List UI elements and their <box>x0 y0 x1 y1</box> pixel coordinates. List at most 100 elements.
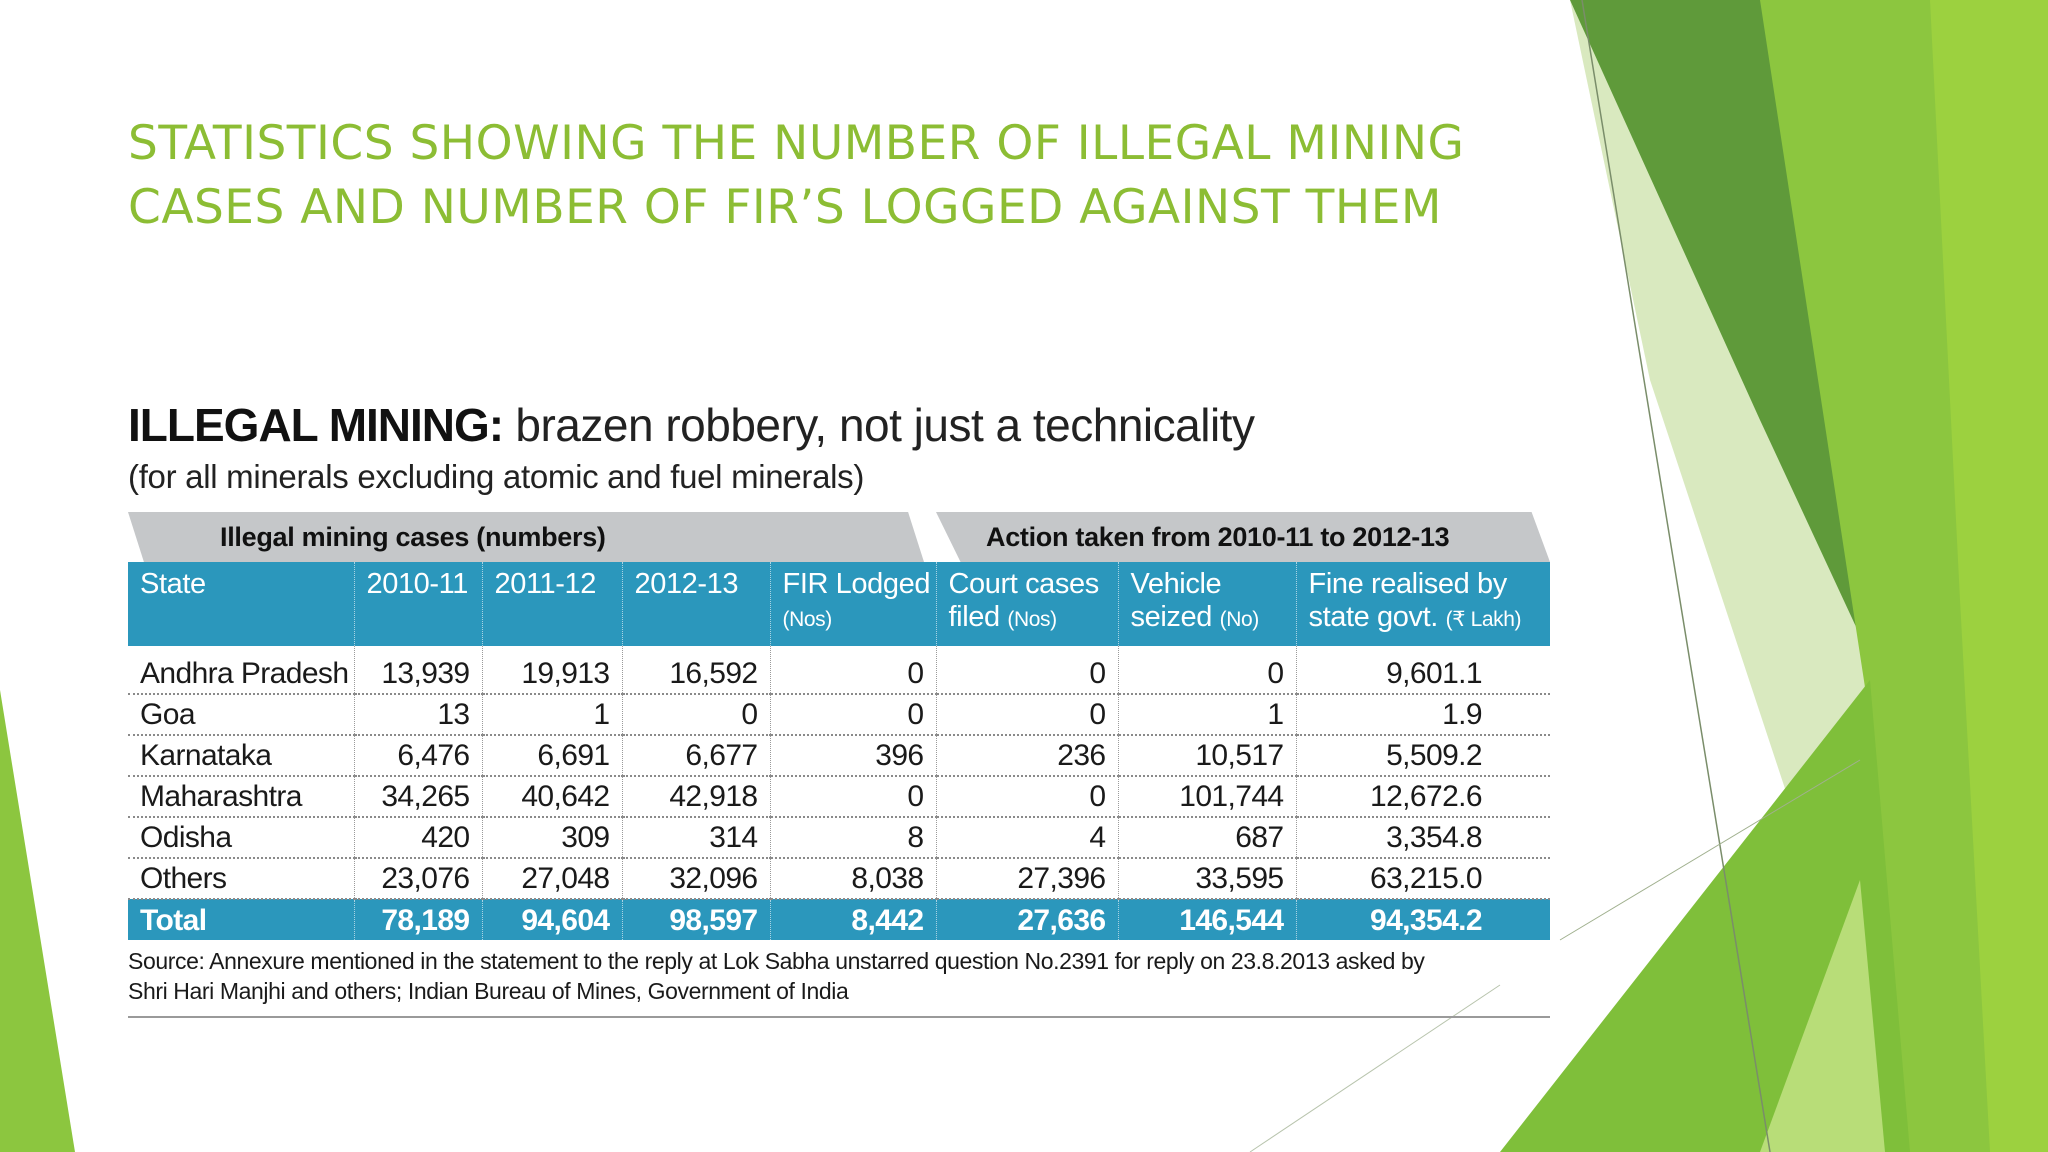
value-cell: 5,509.2 <box>1296 735 1550 777</box>
column-header: 2012-13 <box>622 562 771 646</box>
value-cell: 3,354.8 <box>1296 817 1550 859</box>
bottom-rule <box>128 1016 1550 1018</box>
column-header-label: State <box>140 568 206 600</box>
column-header: 2011-12 <box>482 562 623 646</box>
table-row: Odisha 420 309 314 8 4 687 3,354.8 <box>128 817 1550 859</box>
total-value-cell: 27,636 <box>936 899 1119 940</box>
column-header-label: Vehicle <box>1130 568 1222 600</box>
table-total-row: Total 78,189 94,604 98,597 8,442 27,636 146,54… <box>128 899 1550 940</box>
figure-headline-rest: brazen robbery, not just a technicality <box>503 399 1255 451</box>
column-header-label: Court cases <box>948 568 1100 600</box>
column-header-label: FIR Lodged <box>782 568 931 600</box>
value-cell: 6,476 <box>354 735 483 777</box>
value-cell: 27,396 <box>936 858 1119 900</box>
total-value-cell: 94,604 <box>482 899 623 940</box>
column-header-label: Fine realised by <box>1308 568 1508 600</box>
source-line-1: Source: Annexure mentioned in the statem… <box>128 948 1425 974</box>
value-cell: 309 <box>482 817 623 859</box>
value-cell: 6,691 <box>482 735 623 777</box>
column-header-unit: (₹ Lakh) <box>1445 608 1522 631</box>
total-label-cell: Total <box>128 899 355 940</box>
deco-left-green-shard <box>0 690 75 1152</box>
deco-bottom-light-shard <box>1760 880 1885 1152</box>
value-cell: 63,215.0 <box>1296 858 1550 900</box>
figure-headline-bold: ILLEGAL MINING: <box>128 399 504 451</box>
total-value-cell: 98,597 <box>622 899 771 940</box>
value-cell: 34,265 <box>354 776 483 818</box>
total-value-cell: 8,442 <box>770 899 937 940</box>
value-cell: 32,096 <box>622 858 771 900</box>
value-cell: 1.9 <box>1296 694 1550 736</box>
value-cell: 42,918 <box>622 776 771 818</box>
infographic-figure: ILLEGAL MINING: brazen robbery, not just… <box>128 392 1550 1018</box>
value-cell: 23,076 <box>354 858 483 900</box>
value-cell: 0 <box>622 694 771 736</box>
column-header-unit: (Nos) <box>1007 608 1057 631</box>
table-body: Andhra Pradesh 13,939 19,913 16,592 0 0 0 9,601… <box>128 646 1550 940</box>
banner-action-taken: Action taken from 2010-11 to 2012-13 <box>936 512 1550 562</box>
column-header-unit: (No) <box>1219 608 1260 631</box>
column-header: Vehicle seized (No) <box>1118 562 1297 646</box>
value-cell: 0 <box>936 776 1119 818</box>
state-cell: Karnataka <box>128 735 355 777</box>
column-header: 2010-11 <box>354 562 483 646</box>
column-header-label-line-2: seized <box>1130 601 1213 633</box>
column-header: Court cases filed (Nos) <box>936 562 1119 646</box>
source-line-2: Shri Hari Manjhi and others; Indian Bure… <box>128 978 849 1004</box>
total-value-cell: 146,544 <box>1118 899 1297 940</box>
deco-right-bright-shard <box>1930 0 2048 1152</box>
table-header-row: State 2010-11 2011-12 2012-13 FIR Lodged (Nos… <box>128 562 1550 646</box>
value-cell: 13,939 <box>354 646 483 695</box>
column-header-label: 2010-11 <box>366 568 469 600</box>
value-cell: 687 <box>1118 817 1297 859</box>
column-header-label-line-2: filed <box>948 601 1001 633</box>
mining-stats-table: State 2010-11 2011-12 2012-13 FIR Lodged (Nos… <box>128 562 1550 940</box>
column-header-label: 2011-12 <box>494 568 597 600</box>
value-cell: 1 <box>1118 694 1297 736</box>
state-cell: Maharashtra <box>128 776 355 818</box>
table-row: Others 23,076 27,048 32,096 8,038 27,396 33,59… <box>128 858 1550 900</box>
source-note: Source: Annexure mentioned in the statem… <box>128 946 1550 1006</box>
table-row: Karnataka 6,476 6,691 6,677 396 236 10,517 5,50… <box>128 735 1550 777</box>
total-value-cell: 78,189 <box>354 899 483 940</box>
value-cell: 12,672.6 <box>1296 776 1550 818</box>
column-header-label: 2012-13 <box>634 568 739 600</box>
slide-title: STATISTICS SHOWING THE NUMBER OF ILLEGAL… <box>128 112 1468 240</box>
value-cell: 9,601.1 <box>1296 646 1550 695</box>
value-cell: 13 <box>354 694 483 736</box>
value-cell: 0 <box>936 694 1119 736</box>
value-cell: 396 <box>770 735 937 777</box>
value-cell: 6,677 <box>622 735 771 777</box>
value-cell: 0 <box>770 646 937 695</box>
value-cell: 0 <box>1118 646 1297 695</box>
column-header: State <box>128 562 355 646</box>
value-cell: 101,744 <box>1118 776 1297 818</box>
banner-illegal-mining-cases: Illegal mining cases (numbers) <box>128 512 924 562</box>
column-header: FIR Lodged (Nos) <box>770 562 937 646</box>
table-row: Andhra Pradesh 13,939 19,913 16,592 0 0 0 9,601… <box>128 646 1550 695</box>
value-cell: 8,038 <box>770 858 937 900</box>
column-header-label-line-2: state govt. <box>1308 601 1439 633</box>
value-cell: 10,517 <box>1118 735 1297 777</box>
table-row: Goa 13 1 0 0 0 1 1.9 <box>128 694 1550 736</box>
value-cell: 8 <box>770 817 937 859</box>
column-header-unit: (Nos) <box>782 608 833 631</box>
figure-subtitle: (for all minerals excluding atomic and f… <box>128 458 865 495</box>
section-banners: Illegal mining cases (numbers) Action ta… <box>128 512 1550 562</box>
deco-thin-line-2 <box>1559 759 1861 941</box>
value-cell: 236 <box>936 735 1119 777</box>
state-cell: Odisha <box>128 817 355 859</box>
value-cell: 314 <box>622 817 771 859</box>
value-cell: 0 <box>770 776 937 818</box>
value-cell: 0 <box>770 694 937 736</box>
value-cell: 33,595 <box>1118 858 1297 900</box>
value-cell: 16,592 <box>622 646 771 695</box>
value-cell: 4 <box>936 817 1119 859</box>
column-header: Fine realised by state govt. (₹ Lakh) <box>1296 562 1550 646</box>
deco-thin-line-3 <box>1249 984 1501 1152</box>
value-cell: 27,048 <box>482 858 623 900</box>
deco-thin-line-1 <box>1581 0 1771 1152</box>
value-cell: 40,642 <box>482 776 623 818</box>
slide-title-line-2: CASES AND NUMBER OF FIR’S LOGGED AGAINST… <box>128 180 1442 235</box>
